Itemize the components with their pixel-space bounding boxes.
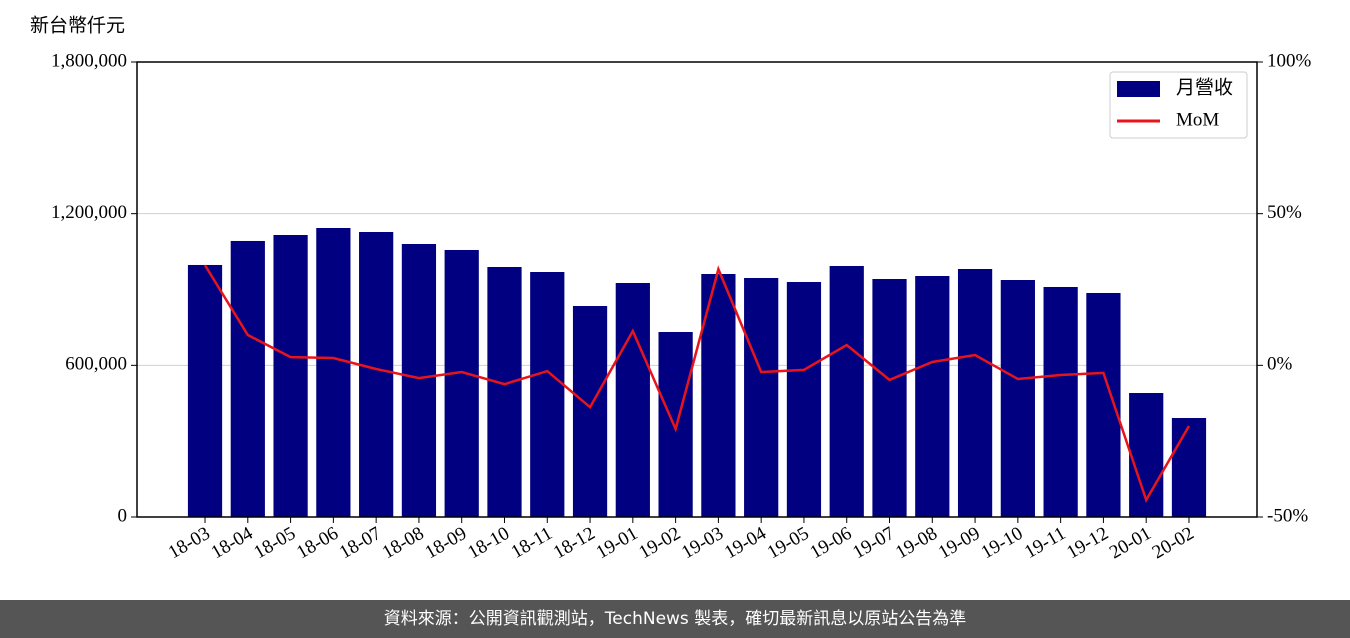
bar	[487, 267, 522, 517]
plot-frame	[136, 61, 1258, 518]
bar	[444, 249, 479, 517]
x-tick-label: 18-12	[550, 523, 599, 563]
bar	[1043, 286, 1078, 517]
bar	[1000, 279, 1035, 517]
bar	[572, 306, 608, 517]
chart: 新台幣仟元 0 600,000 1,200,000 1,800,000 -50% 0% 50…	[30, 14, 1312, 564]
x-tick-label: 19-08	[892, 523, 941, 563]
y-tick-label: 0	[118, 505, 128, 526]
y-tick-label: 600,000	[65, 354, 127, 375]
x-tick-label: 19-03	[678, 523, 727, 563]
x-tick-label: 19-01	[593, 523, 642, 563]
x-tick-label: 19-04	[721, 523, 770, 564]
x-tick-label: 18-09	[421, 523, 470, 563]
bar	[829, 265, 864, 517]
y2-tick-label: 0%	[1267, 354, 1293, 375]
x-tick-label: 20-01	[1106, 523, 1155, 563]
y2-tick-label: 50%	[1267, 202, 1302, 223]
x-tick-label: 19-02	[635, 523, 684, 563]
bar	[872, 279, 907, 517]
legend-label: MoM	[1176, 109, 1219, 130]
x-tick-label: 19-10	[978, 523, 1027, 563]
x-tick-label: 18-04	[208, 523, 257, 564]
bar	[530, 272, 565, 517]
bar	[273, 235, 308, 518]
legend-label: 月營收	[1176, 76, 1233, 98]
bar	[401, 244, 437, 517]
x-tick-label: 19-11	[1021, 523, 1069, 563]
x-tick-label: 18-03	[165, 523, 214, 563]
legend-swatch	[1117, 81, 1160, 97]
bar	[230, 240, 265, 517]
y-axis-unit: 新台幣仟元	[30, 14, 125, 36]
y2-tick-label: -50%	[1267, 505, 1308, 526]
footer: 資料來源：公開資訊觀測站，TechNews 製表，確切最新訊息以原站公告為準	[0, 600, 1350, 638]
x-tick-label: 18-06	[293, 523, 342, 563]
bar	[359, 231, 394, 518]
x-tick-label: 19-09	[935, 523, 984, 563]
bar	[187, 264, 223, 517]
x-tick-label: 18-05	[250, 523, 299, 563]
x-tick-label: 18-07	[336, 523, 385, 563]
y2-tick-label: 100%	[1267, 50, 1312, 71]
x-tick-label: 19-06	[807, 523, 856, 563]
x-tick-label: 19-12	[1063, 523, 1112, 563]
x-tick-label: 18-11	[508, 523, 556, 563]
bar	[915, 276, 950, 517]
x-tick-label: 18-08	[379, 523, 428, 563]
bar	[1171, 418, 1207, 517]
bar	[615, 283, 650, 517]
x-tick-label: 19-07	[849, 523, 898, 563]
x-tick-label: 18-10	[464, 523, 513, 563]
bar	[786, 281, 822, 517]
y-tick-label: 1,800,000	[51, 50, 127, 71]
x-tick-label: 20-02	[1149, 523, 1198, 563]
x-tick-label: 19-05	[764, 523, 813, 563]
bar	[744, 277, 779, 517]
line	[203, 264, 1191, 504]
y-tick-label: 1,200,000	[51, 202, 127, 223]
bar	[316, 227, 351, 518]
bar	[957, 268, 993, 517]
